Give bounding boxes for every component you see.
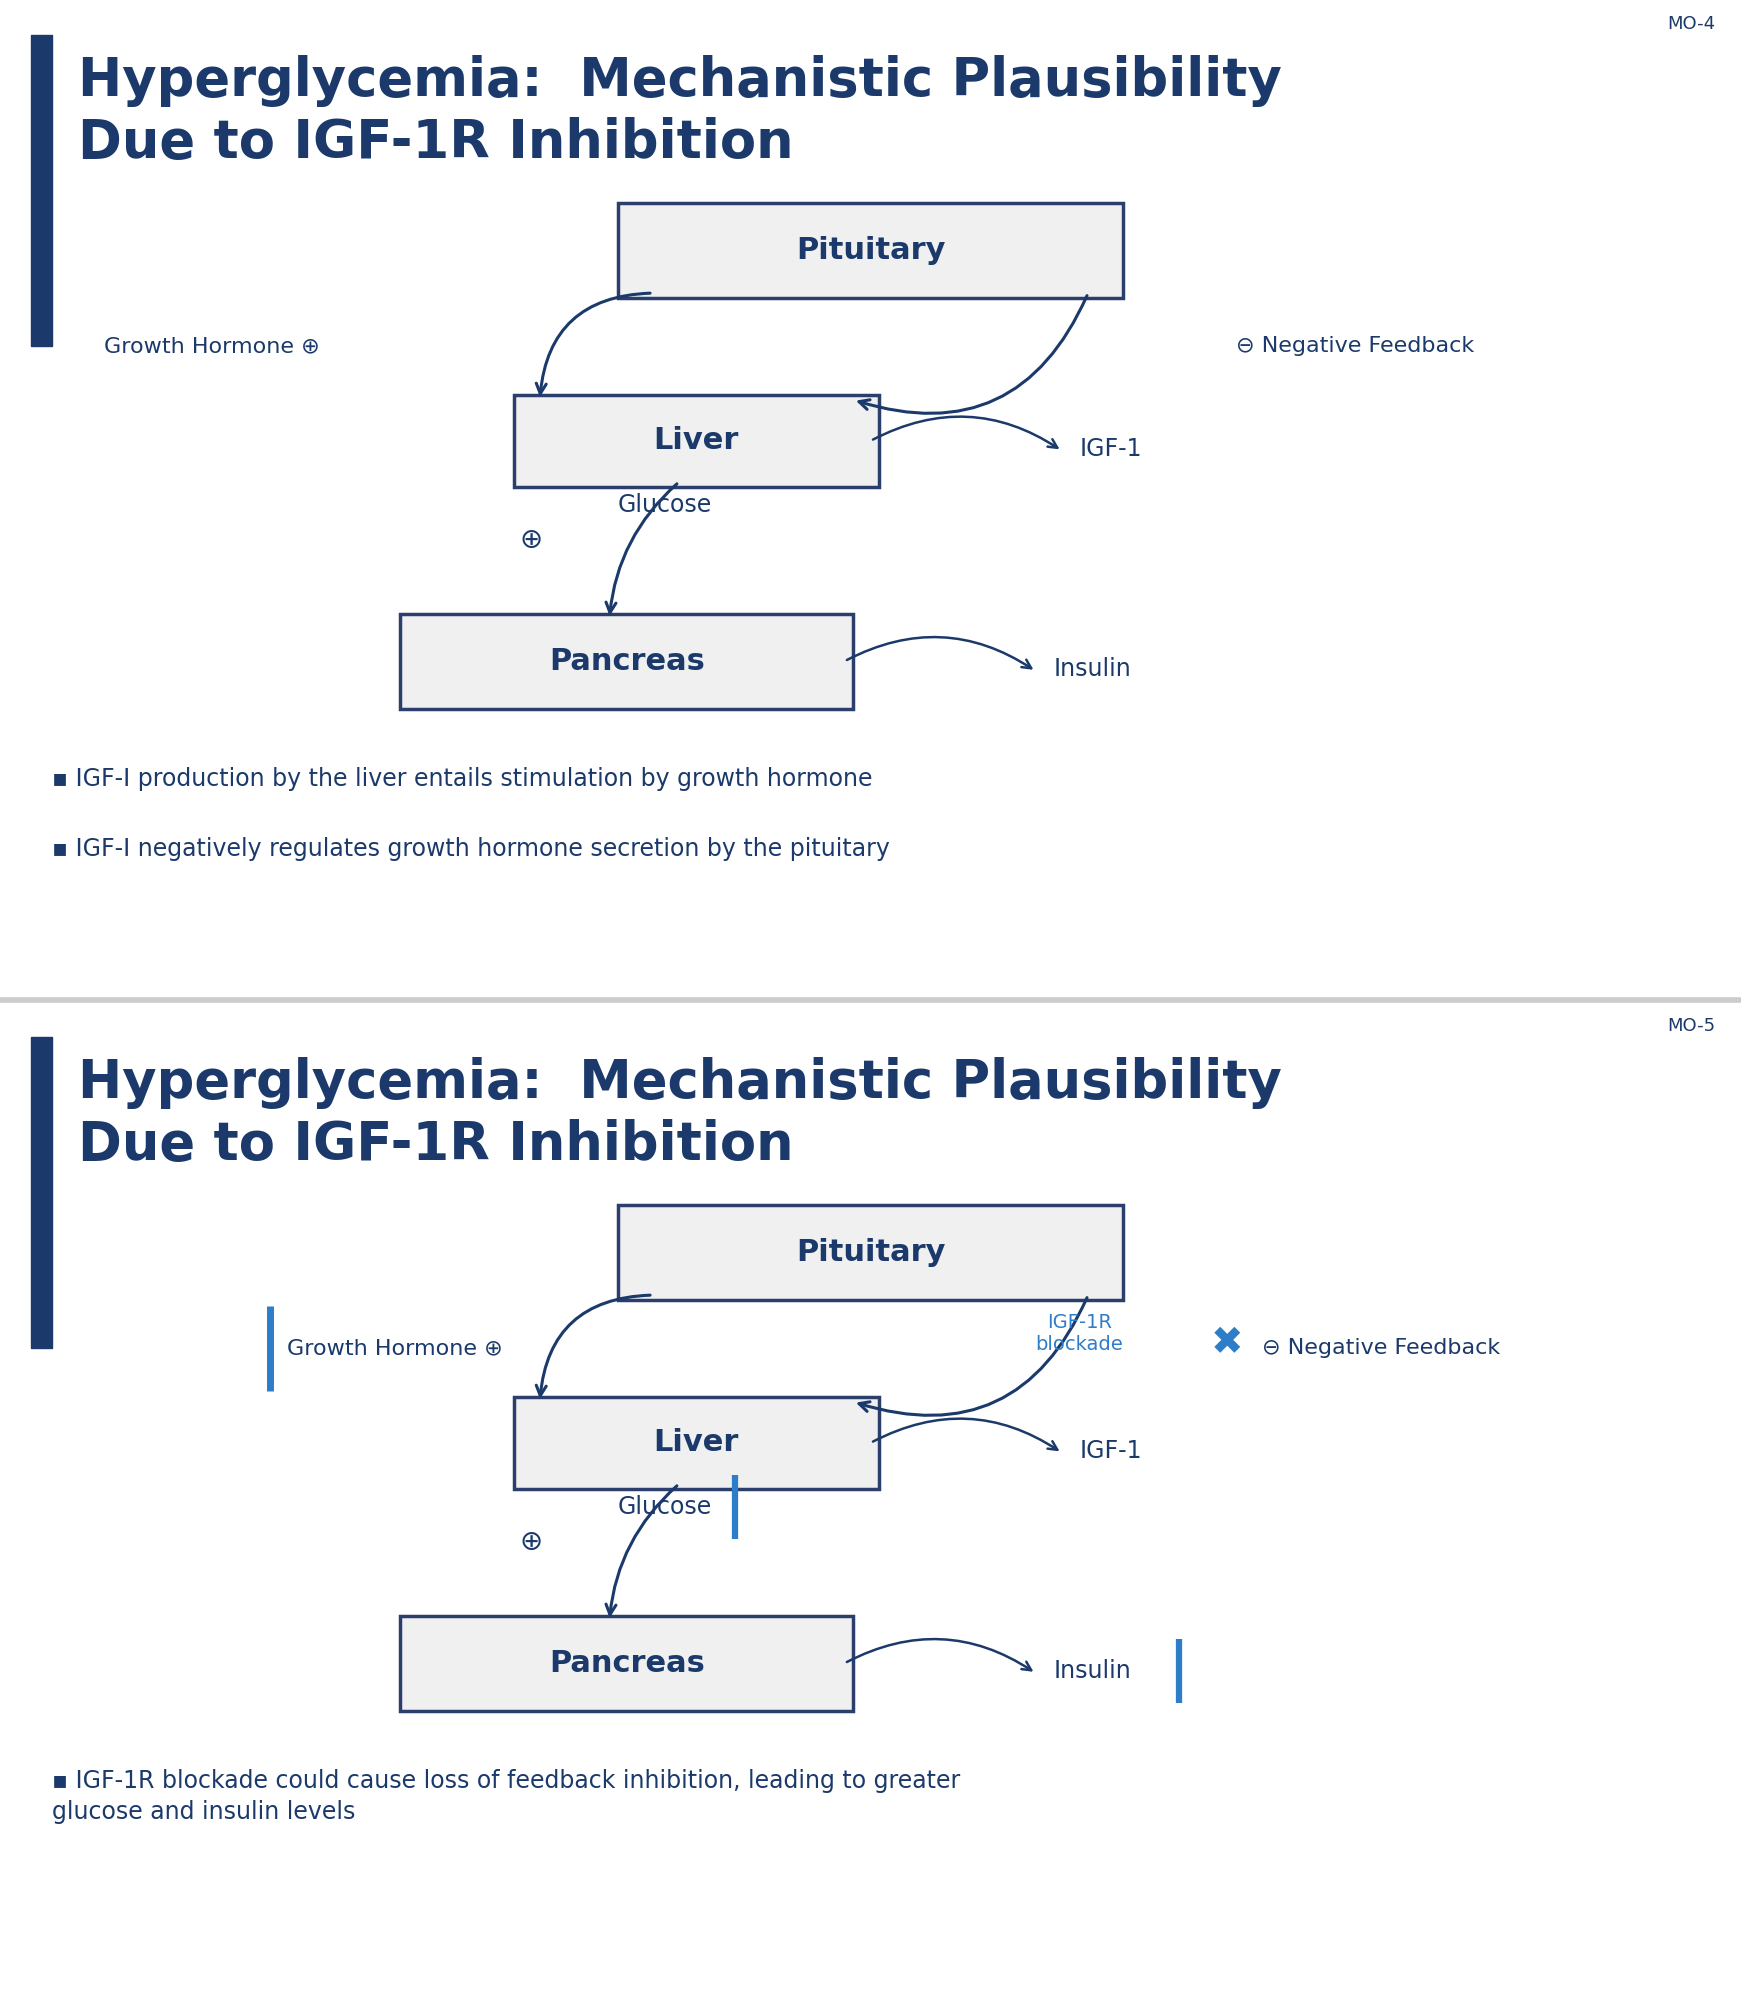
FancyBboxPatch shape bbox=[514, 395, 879, 487]
Bar bbox=[31, 36, 52, 347]
Text: MO-4: MO-4 bbox=[1666, 16, 1715, 32]
FancyBboxPatch shape bbox=[618, 202, 1123, 299]
Text: ⊖ Negative Feedback: ⊖ Negative Feedback bbox=[1236, 337, 1475, 357]
Text: Insulin: Insulin bbox=[1053, 657, 1132, 681]
Text: Pancreas: Pancreas bbox=[548, 647, 705, 675]
Text: Growth Hormone ⊕: Growth Hormone ⊕ bbox=[287, 1339, 503, 1359]
Text: IGF-1: IGF-1 bbox=[1079, 437, 1142, 461]
Text: Hyperglycemia:  Mechanistic Plausibility
Due to IGF-1R Inhibition: Hyperglycemia: Mechanistic Plausibility … bbox=[78, 1058, 1281, 1172]
Text: MO-5: MO-5 bbox=[1666, 1018, 1715, 1034]
Text: Liver: Liver bbox=[653, 1429, 740, 1457]
Text: Growth Hormone ⊕: Growth Hormone ⊕ bbox=[104, 337, 320, 357]
Text: ✖: ✖ bbox=[1212, 1325, 1243, 1363]
FancyBboxPatch shape bbox=[514, 1397, 879, 1489]
Text: Glucose: Glucose bbox=[618, 1495, 712, 1519]
Text: Pituitary: Pituitary bbox=[796, 236, 945, 265]
FancyBboxPatch shape bbox=[400, 613, 853, 709]
Text: ▪ IGF-I production by the liver entails stimulation by growth hormone: ▪ IGF-I production by the liver entails … bbox=[52, 768, 872, 790]
FancyBboxPatch shape bbox=[618, 1204, 1123, 1301]
Text: IGF-1: IGF-1 bbox=[1079, 1439, 1142, 1463]
Text: IGF-1R
blockade: IGF-1R blockade bbox=[1036, 1313, 1123, 1355]
Text: ⊕: ⊕ bbox=[519, 527, 543, 555]
FancyBboxPatch shape bbox=[400, 1615, 853, 1711]
Text: ⊕: ⊕ bbox=[519, 1529, 543, 1557]
Text: ▪ IGF-I negatively regulates growth hormone secretion by the pituitary: ▪ IGF-I negatively regulates growth horm… bbox=[52, 838, 890, 860]
Text: ▪ IGF-1R blockade could cause loss of feedback inhibition, leading to greater
gl: ▪ IGF-1R blockade could cause loss of fe… bbox=[52, 1768, 961, 1824]
Text: Glucose: Glucose bbox=[618, 493, 712, 517]
Text: Pituitary: Pituitary bbox=[796, 1238, 945, 1267]
Text: Hyperglycemia:  Mechanistic Plausibility
Due to IGF-1R Inhibition: Hyperglycemia: Mechanistic Plausibility … bbox=[78, 56, 1281, 170]
Text: Pancreas: Pancreas bbox=[548, 1649, 705, 1677]
Text: Insulin: Insulin bbox=[1053, 1659, 1132, 1683]
Text: ⊖ Negative Feedback: ⊖ Negative Feedback bbox=[1262, 1339, 1501, 1359]
Bar bbox=[31, 1038, 52, 1349]
Text: Liver: Liver bbox=[653, 427, 740, 455]
